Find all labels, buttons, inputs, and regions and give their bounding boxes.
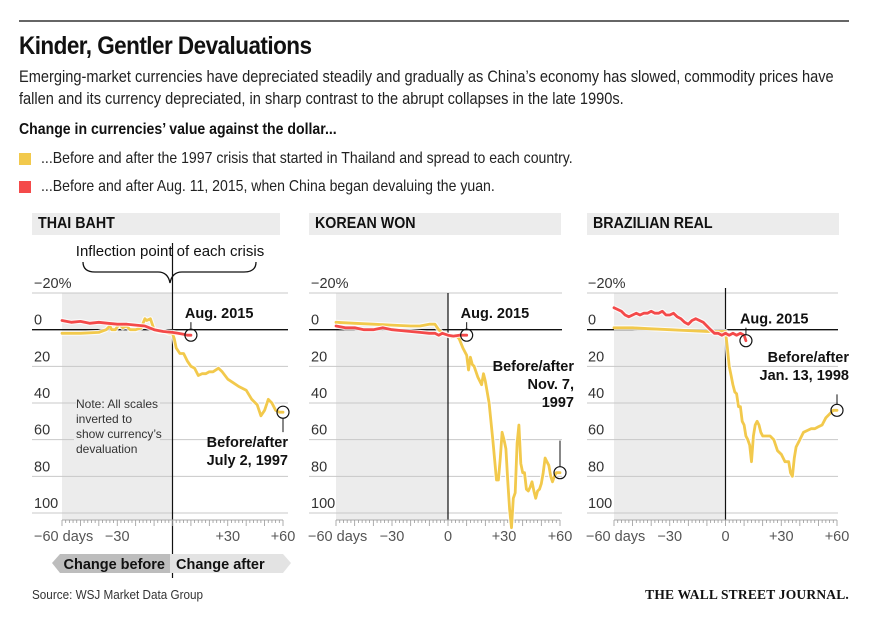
y-tick-label: 100 [588,496,612,512]
panel-title-brazilian-real: BRAZILIAN REAL [587,213,839,235]
crisis-1997-label: Nov. 7, [528,377,574,393]
y-tick-label: −20% [34,276,72,292]
x-tick-label: −60 days [34,529,93,545]
publisher-logo: THE WALL STREET JOURNAL. [645,587,849,602]
y-tick-label: 80 [588,459,604,475]
page-title: Kinder, Gentler Devaluations [19,32,312,60]
y-tick-label: −20% [588,276,626,292]
x-tick-label: +60 [548,529,573,545]
x-tick-label: −30 [657,529,682,545]
y-tick-label: 80 [311,459,327,475]
chart-panel-0: −20% 0 20 40 60 80 100 −60 days −30 +30 +60 Aug. 20… [32,243,295,578]
series-line-1997 [60,317,285,418]
x-tick-label: 0 [721,529,729,545]
chart-panel-2: −20% 0 20 40 60 80 100 −60 days −30 0 +30 +60 Aug. 2… [586,276,849,545]
y-tick-label: 0 [588,313,596,329]
y-tick-label: 20 [588,349,604,365]
source-note: Source: WSJ Market Data Group [32,587,204,602]
x-tick-label: −60 days [586,529,645,545]
change-before-label: Change before [63,557,165,573]
legend-label-2015: ...Before and after Aug. 11, 2015, when … [41,178,495,195]
panel-title-korean-won: KOREAN WON [309,213,561,235]
crisis-1997-label: 1997 [542,395,574,411]
inflection-label: Inflection point of each crisis [76,243,264,260]
y-tick-label: 60 [588,423,604,439]
legend-swatch-2015 [19,181,31,193]
x-tick-label: +60 [825,529,850,545]
aug-2015-label: Aug. 2015 [185,306,254,322]
scale-note: Note: All scales [76,397,158,411]
y-tick-label: 40 [34,386,50,402]
chart-lead: Change in currencies’ value against the … [19,121,337,138]
x-tick-label: +30 [492,529,517,545]
change-after-label: Change after [176,557,265,573]
aug-2015-label: Aug. 2015 [740,312,809,328]
legend-item-2015: ...Before and after Aug. 11, 2015, when … [19,177,557,197]
series-line-2015 [612,306,748,343]
series-line-2015 [60,319,193,337]
y-tick-label: 60 [34,423,50,439]
crisis-1997-label: Jan. 13, 1998 [760,368,850,384]
scale-note: devaluation [76,442,137,456]
x-tick-label: −60 days [308,529,367,545]
legend-item-1997: ...Before and after the 1997 crisis that… [19,149,645,169]
subtitle: Emerging-market currencies have deprecia… [19,68,834,108]
series-line-2015 [334,324,469,338]
x-tick-label: +30 [215,529,240,545]
series-line-1997 [612,326,839,478]
scale-note: show currency’s [76,427,162,441]
y-tick-label: 100 [34,496,58,512]
x-tick-label: +60 [271,529,296,545]
top-rule [19,20,849,22]
legend-label-1997: ...Before and after the 1997 crisis that… [41,150,573,167]
x-tick-label: +30 [769,529,794,545]
x-tick-label: −30 [105,529,130,545]
change-after-band [170,554,291,573]
crisis-1997-label: Before/after [768,350,850,366]
change-before-band [52,554,170,573]
crisis-1997-label: Before/after [207,435,289,451]
y-tick-label: 40 [311,386,327,402]
y-tick-label: 0 [311,313,319,329]
x-tick-label: 0 [444,529,452,545]
y-tick-label: 0 [34,313,42,329]
chart-panel-1: −20% 0 20 40 60 80 100 −60 days −30 0 +30 +60 Aug. 2… [308,276,574,545]
crisis-1997-label: July 2, 1997 [207,453,288,469]
y-tick-label: 60 [311,423,327,439]
legend-swatch-1997 [19,153,31,165]
y-tick-label: −20% [311,276,349,292]
y-tick-label: 100 [311,496,335,512]
x-tick-label: −30 [380,529,405,545]
aug-2015-label: Aug. 2015 [461,306,529,322]
scale-note: inverted to [76,412,132,426]
note-background [74,395,160,457]
panel-title-thai-baht: THAI BAHT [32,213,280,235]
y-tick-label: 40 [588,386,604,402]
crisis-1997-label: Before/after [493,359,575,375]
y-tick-label: 80 [34,459,50,475]
y-tick-label: 20 [311,349,327,365]
inflection-brace [82,261,257,284]
y-tick-label: 20 [34,349,50,365]
